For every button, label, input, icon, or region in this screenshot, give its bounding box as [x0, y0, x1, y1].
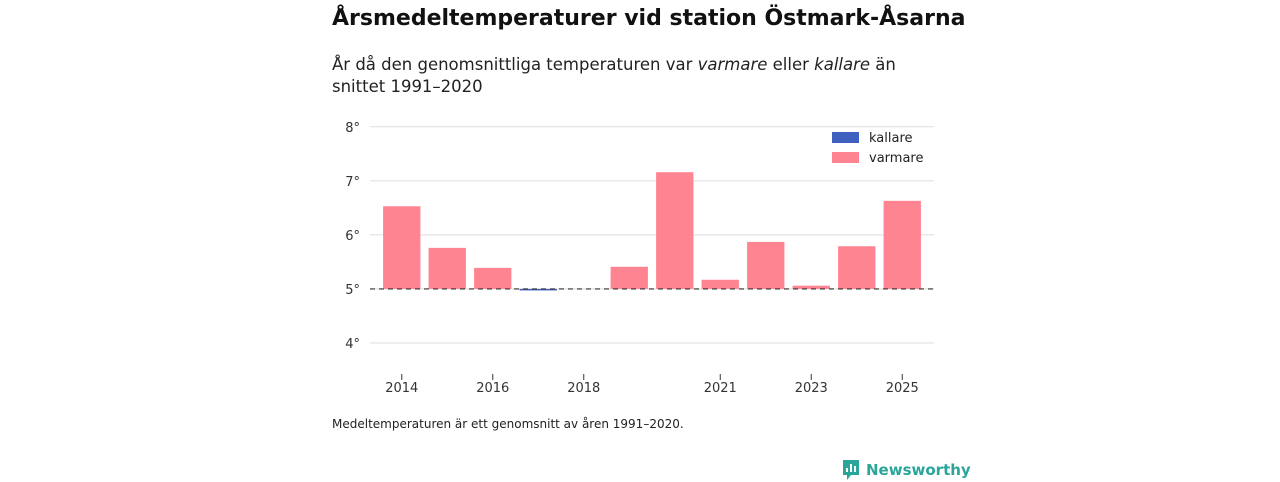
subtitle-emphasis-kallare: kallare — [814, 55, 871, 74]
y-tick-label: 5° — [345, 283, 360, 298]
legend-label-varmare: varmare — [869, 151, 923, 166]
bar-2016 — [474, 267, 512, 289]
bar-chart: 4° 5° 6° 7° 8° 2014 2016 2018 2021 2023 2025 kallar… — [345, 121, 934, 396]
bar-2023 — [792, 285, 830, 289]
x-tick-label: 2023 — [795, 381, 828, 396]
newsworthy-logo-icon — [843, 460, 859, 480]
bar-2025 — [883, 200, 921, 289]
chart-subtitle: År då den genomsnittliga temperaturen va… — [332, 54, 932, 98]
newsworthy-logo[interactable]: Newsworthy — [842, 458, 971, 482]
legend-label-kallare: kallare — [869, 131, 913, 146]
newsworthy-logo-text: Newsworthy — [866, 461, 971, 479]
x-tick-label: 2018 — [567, 381, 600, 396]
y-tick-label: 8° — [345, 121, 360, 136]
legend-swatch-kallare — [832, 132, 859, 143]
bar-2015 — [428, 247, 466, 289]
bar-2022 — [747, 241, 785, 289]
y-tick-label: 7° — [345, 175, 360, 190]
x-tick-label: 2025 — [886, 381, 919, 396]
subtitle-text-2: eller — [767, 55, 815, 74]
bar-2019 — [610, 266, 648, 289]
bar-2021 — [701, 279, 739, 289]
x-tick-label: 2016 — [476, 381, 509, 396]
subtitle-emphasis-varmare: varmare — [697, 55, 768, 74]
bar-2024 — [838, 246, 876, 289]
y-tick-label: 6° — [345, 229, 360, 244]
subtitle-text-1: År då den genomsnittliga temperaturen va… — [332, 55, 698, 74]
bar-2014 — [383, 206, 421, 289]
x-tick-label: 2021 — [704, 381, 737, 396]
chart-footnote: Medeltemperaturen är ett genomsnitt av å… — [332, 417, 684, 431]
y-tick-label: 4° — [345, 337, 360, 352]
chart-container: Årsmedeltemperaturer vid station Östmark… — [332, 0, 971, 480]
bar-2020 — [656, 172, 694, 289]
chart-title: Årsmedeltemperaturer vid station Östmark… — [332, 6, 966, 31]
legend-swatch-varmare — [832, 152, 859, 163]
bar-2017 — [519, 288, 557, 291]
subtitle-text-3: än snittet 1991–2020 — [332, 55, 896, 96]
x-tick-label: 2014 — [385, 381, 418, 396]
